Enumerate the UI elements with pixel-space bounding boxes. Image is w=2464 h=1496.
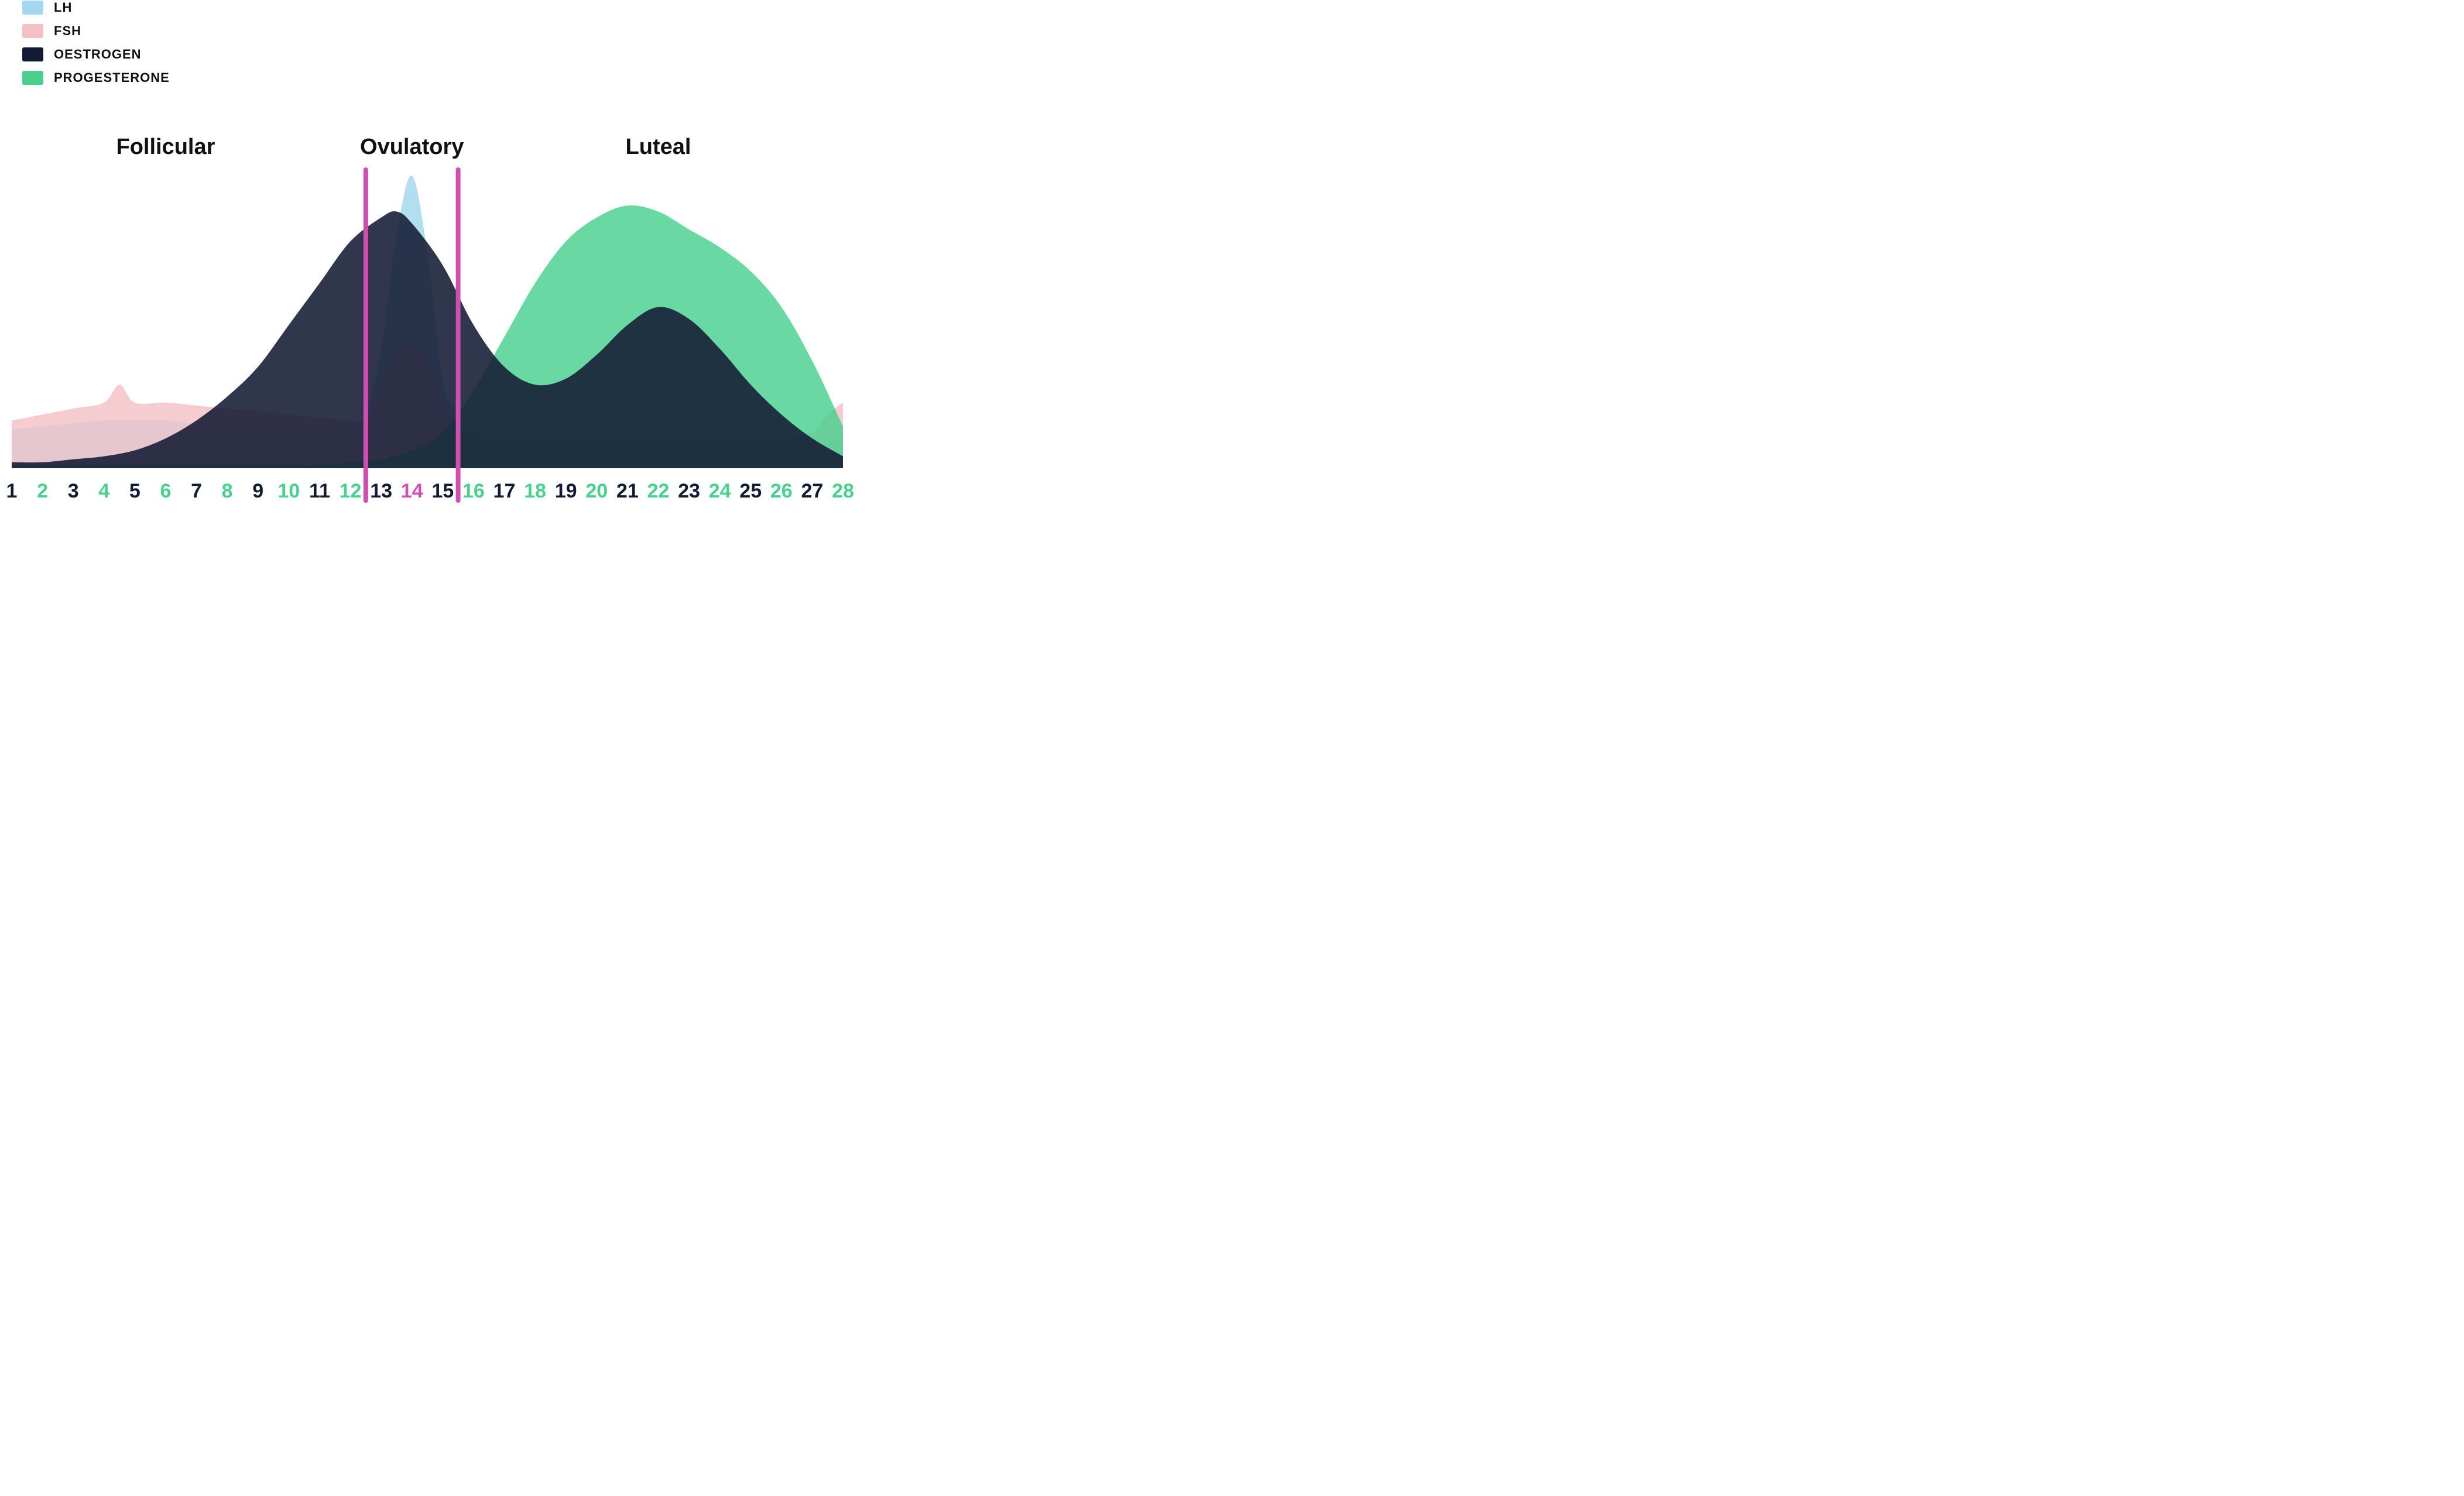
hormone-area-plot [0, 0, 855, 527]
day-label: 16 [462, 480, 485, 503]
day-label: 8 [222, 480, 233, 503]
day-label: 10 [277, 480, 300, 503]
day-label: 15 [431, 480, 454, 503]
day-label: 19 [555, 480, 577, 503]
day-label: 11 [309, 480, 330, 503]
day-label: 17 [494, 480, 516, 503]
day-label: 22 [647, 480, 670, 503]
day-label: 4 [98, 480, 109, 503]
day-label: 20 [585, 480, 608, 503]
day-label: 24 [709, 480, 731, 503]
day-label: 23 [678, 480, 700, 503]
day-label: 2 [37, 480, 48, 503]
day-label: 18 [524, 480, 546, 503]
day-label: 21 [616, 480, 639, 503]
day-label: 5 [129, 480, 140, 503]
day-label: 12 [340, 480, 362, 503]
day-label: 13 [370, 480, 392, 503]
day-label: 26 [770, 480, 793, 503]
day-label: 7 [191, 480, 202, 503]
day-label: 28 [832, 480, 854, 503]
day-label: 6 [160, 480, 171, 503]
day-label: 14 [401, 480, 423, 503]
day-label: 3 [68, 480, 79, 503]
day-label: 9 [252, 480, 263, 503]
day-label: 27 [801, 480, 823, 503]
day-label: 25 [739, 480, 762, 503]
hormone-cycle-chart: LH FSH OESTROGEN PROGESTERONE Follicular… [0, 0, 855, 527]
day-label: 1 [6, 480, 18, 503]
